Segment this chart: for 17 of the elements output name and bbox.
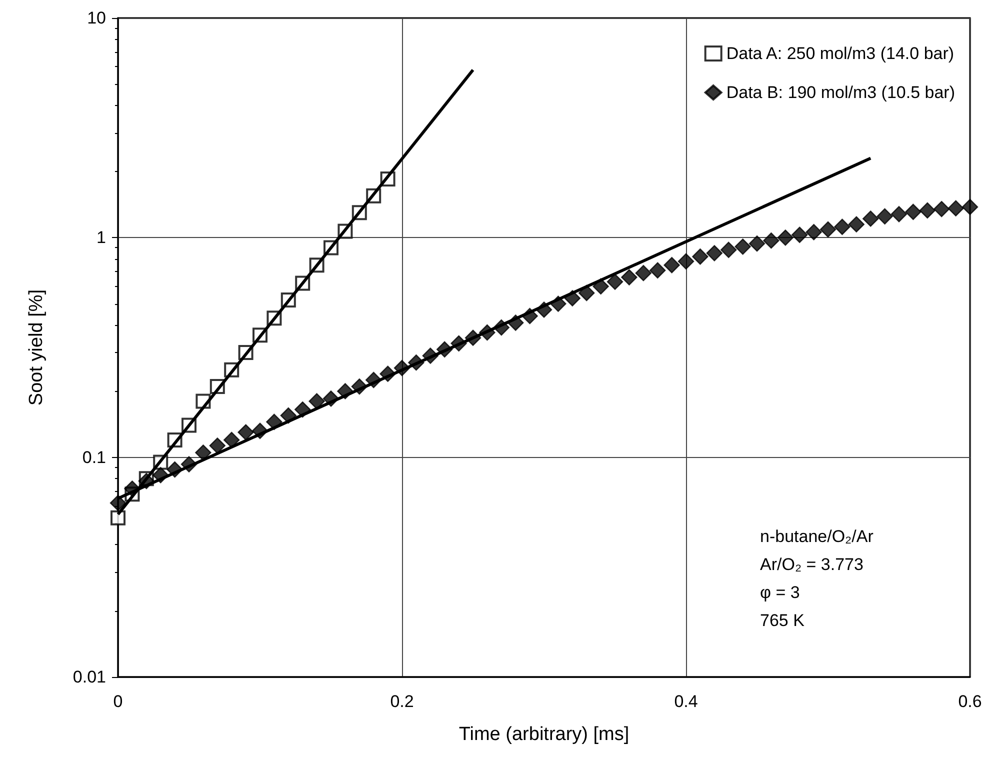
y-axis-title: Soot yield [%]: [26, 289, 47, 406]
y-tick-label: 0.1: [82, 448, 106, 467]
y-tick-label: 0.01: [72, 668, 106, 686]
x-axis-title: Time (arbitrary) [ms]: [458, 724, 630, 745]
x-tick-label: 0.6: [958, 692, 982, 711]
legend-label: Data B: 190 mol/m3 (10.5 bar): [726, 83, 956, 102]
annotation: Ar/O₂ = 3.773: [760, 555, 864, 574]
annotation: n-butane/O₂/Ar: [760, 527, 874, 546]
y-tick-label: 1: [96, 228, 106, 248]
x-tick-label: 0: [113, 692, 123, 711]
point: [110, 510, 126, 526]
x-tick-label: 0.4: [674, 692, 698, 711]
annotation: φ = 3: [760, 583, 800, 602]
y-tick-label: 10: [87, 8, 106, 28]
x-tick-label: 0.2: [390, 692, 414, 711]
annotation: 765 K: [760, 611, 806, 630]
legend-label: Data A: 250 mol/m3 (14.0 bar): [726, 44, 954, 63]
